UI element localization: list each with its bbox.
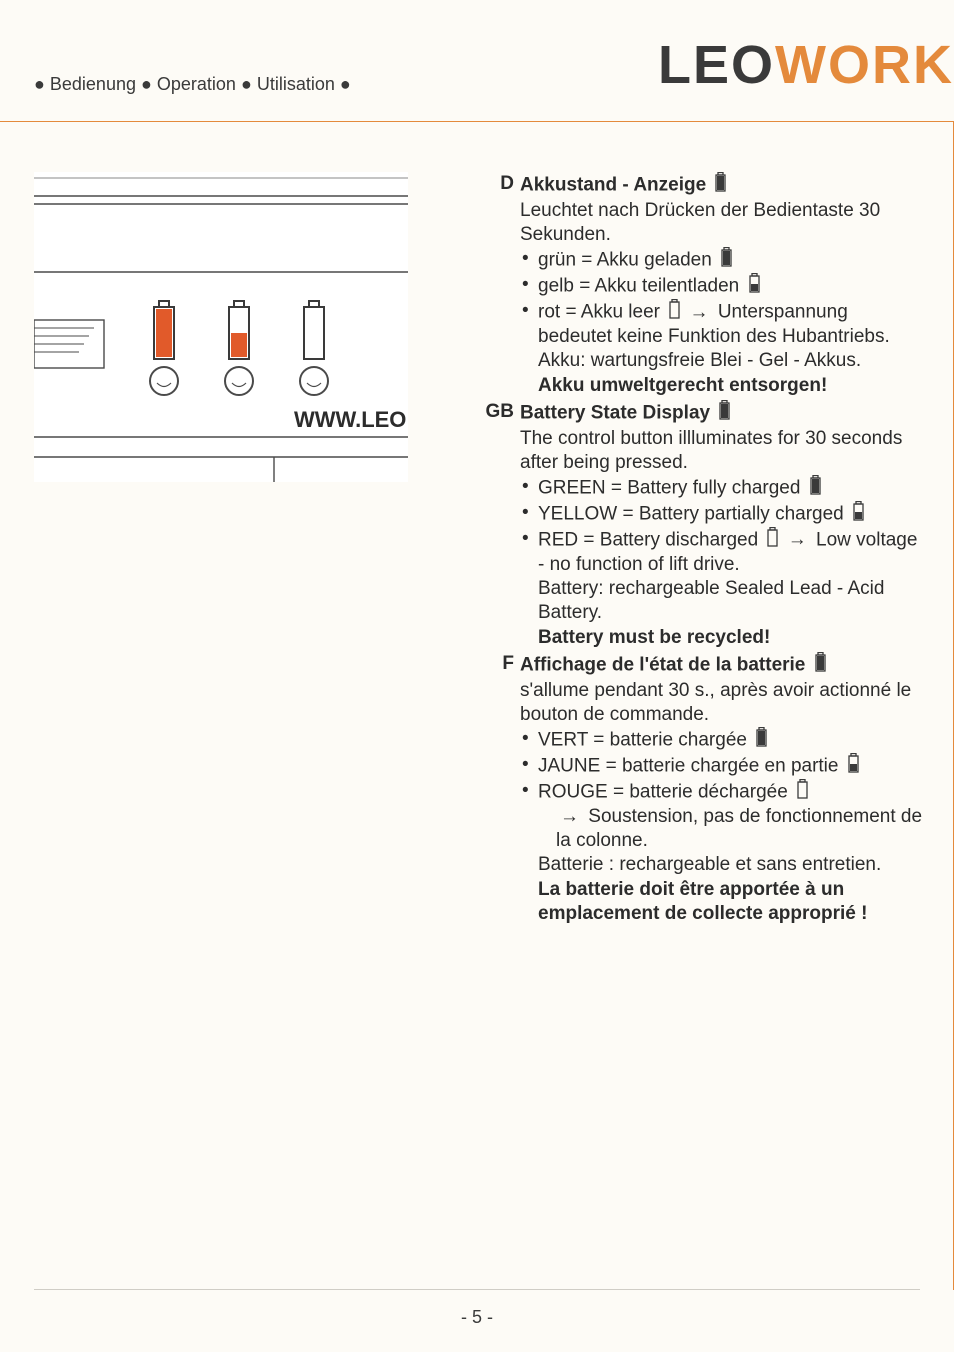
section-warning: La batterie doit être apportée à un empl… (520, 878, 925, 927)
arrow-icon: → (788, 528, 807, 552)
footer-rule (34, 1289, 920, 1290)
bullet-item: RED = Battery discharged → Low voltage -… (520, 527, 925, 577)
section-note: Batterie : rechargeable et sans entretie… (520, 853, 925, 877)
bullet-list: grün = Akku geladen gelb = Akku teilentl… (520, 247, 925, 349)
bullet-list: GREEN = Battery fully charged YELLOW = B… (520, 475, 925, 577)
section-d: D Akkustand - Anzeige Leuchtet nach Drüc… (470, 172, 925, 398)
breadcrumb-item: Bedienung (50, 74, 136, 94)
bullet-item: JAUNE = batterie chargée en partie (520, 753, 925, 779)
battery-half-icon (853, 501, 864, 522)
battery-full-icon (719, 400, 730, 421)
bullet-list: VERT = batterie chargée JAUNE = batterie… (520, 727, 925, 853)
logo-text-orange: WORK (775, 35, 954, 95)
breadcrumb-dot: ● (141, 74, 152, 94)
section-title: Battery State Display (520, 402, 710, 423)
section-gb: GB Battery State Display The control but… (470, 400, 925, 650)
battery-full-icon (721, 247, 732, 268)
bullet-item: gelb = Akku teilentladen (520, 273, 925, 299)
breadcrumb-dot: ● (340, 74, 351, 94)
breadcrumb-item: Utilisation (257, 74, 335, 94)
breadcrumb-item: Operation (157, 74, 236, 94)
page-body: WWW.LEO D Akkustand - Anzeige Leuchtet n… (0, 122, 954, 1290)
lang-code: GB (470, 400, 514, 424)
bullet-item: VERT = batterie chargée (520, 727, 925, 753)
section-title: Affichage de l'état de la batterie (520, 654, 805, 675)
text-content: D Akkustand - Anzeige Leuchtet nach Drüc… (470, 172, 925, 928)
battery-empty-icon (767, 527, 778, 548)
section-note: Battery: rechargeable Sealed Lead - Acid… (520, 577, 925, 626)
bullet-item: grün = Akku geladen (520, 247, 925, 273)
section-heading: GB Battery State Display (470, 400, 925, 426)
bullet-continuation: → Soustension, pas de fonctionnement de … (538, 805, 925, 854)
battery-half-icon (848, 753, 859, 774)
battery-empty-icon (669, 299, 680, 320)
section-note: Akku: wartungsfreie Blei - Gel - Akkus. (520, 349, 925, 373)
breadcrumb-dot: ● (34, 74, 45, 94)
section-intro: The control button illluminates for 30 s… (520, 427, 925, 476)
section-intro: s'allume pendant 30 s., après avoir acti… (520, 679, 925, 728)
bullet-item: YELLOW = Battery partially charged (520, 501, 925, 527)
lang-code: D (470, 172, 514, 196)
illustration-url-text: WWW.LEO (294, 407, 406, 432)
section-intro: Leuchtet nach Drücken der Bedientaste 30… (520, 199, 925, 248)
arrow-icon: → (560, 805, 579, 829)
breadcrumb: ● Bedienung ● Operation ● Utilisation ● (34, 74, 351, 95)
section-heading: D Akkustand - Anzeige (470, 172, 925, 198)
bullet-item: rot = Akku leer → Unterspannung bedeutet… (520, 299, 925, 349)
section-warning: Akku umweltgerecht entsorgen! (520, 374, 925, 398)
breadcrumb-dot: ● (241, 74, 252, 94)
bullet-item: ROUGE = batterie déchargée → Soustension… (520, 779, 925, 853)
battery-half-icon (749, 273, 760, 294)
battery-empty-icon (797, 779, 808, 800)
manual-page: ● Bedienung ● Operation ● Utilisation ● … (0, 0, 954, 1352)
section-heading: F Affichage de l'état de la batterie (470, 652, 925, 678)
battery-full-icon (715, 172, 726, 193)
section-f: F Affichage de l'état de la batterie s'a… (470, 652, 925, 926)
bullet-item: GREEN = Battery fully charged (520, 475, 925, 501)
section-body: Leuchtet nach Drücken der Bedientaste 30… (470, 199, 925, 398)
battery-full-icon (815, 652, 826, 673)
brand-logo: LEOWORK (658, 34, 954, 96)
section-body: The control button illluminates for 30 s… (470, 427, 925, 650)
device-illustration: WWW.LEO (34, 172, 408, 482)
arrow-icon: → (690, 301, 709, 325)
battery-full-icon (756, 727, 767, 748)
page-footer: - 5 - (0, 1307, 954, 1328)
page-number: - 5 - (461, 1307, 493, 1327)
page-header: ● Bedienung ● Operation ● Utilisation ● … (0, 0, 954, 122)
lang-code: F (470, 652, 514, 676)
section-warning: Battery must be recycled! (520, 626, 925, 650)
battery-full-icon (810, 475, 821, 496)
section-body: s'allume pendant 30 s., après avoir acti… (470, 679, 925, 927)
section-title: Akkustand - Anzeige (520, 175, 706, 196)
logo-text-dark: LEO (658, 35, 775, 95)
